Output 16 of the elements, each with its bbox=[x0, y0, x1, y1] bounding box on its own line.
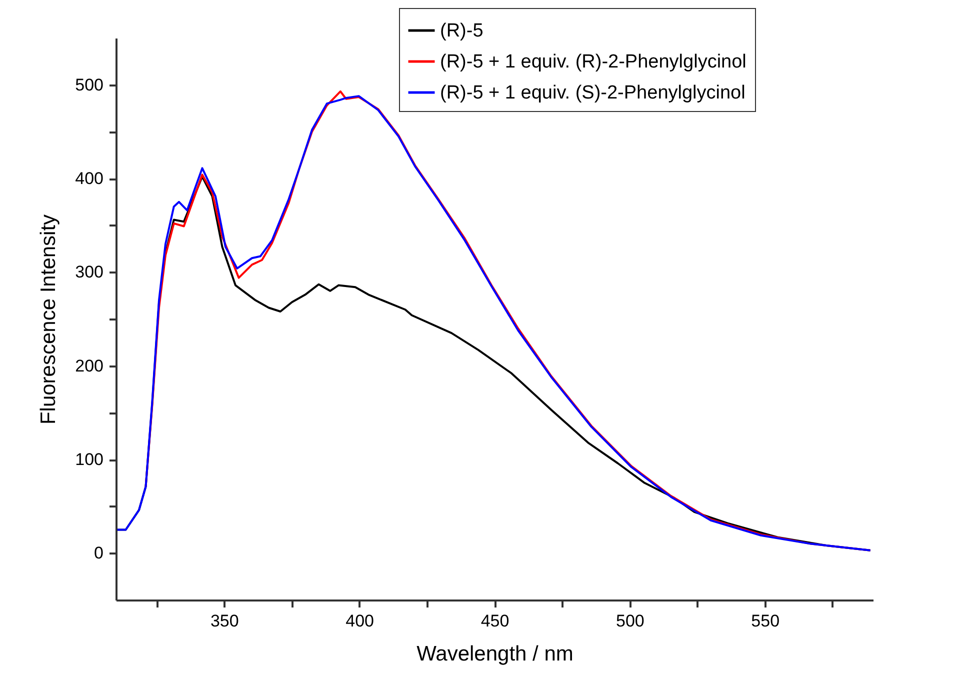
legend-label: (R)-5 bbox=[440, 20, 484, 42]
y-tick-label: 300 bbox=[75, 262, 104, 282]
y-tick-label: 0 bbox=[94, 544, 104, 563]
x-tick-label: 550 bbox=[751, 612, 780, 630]
legend-label: (R)-5 + 1 equiv. (R)-2-Phenylglycinol bbox=[440, 52, 746, 72]
x-axis-title: Wavelength / nm bbox=[416, 642, 574, 666]
y-tick-label: 500 bbox=[75, 75, 104, 94]
y-tick-label: 200 bbox=[75, 356, 104, 376]
legend-label: (R)-5 + 1 equiv. (S)-2-Phenylglycinol bbox=[440, 82, 746, 104]
x-tick-label: 500 bbox=[616, 612, 644, 630]
y-tick-label: 400 bbox=[75, 169, 104, 188]
y-tick-label: 100 bbox=[75, 450, 104, 469]
y-axis-title: Fluorescence Intensity bbox=[37, 214, 60, 425]
x-tick-label: 400 bbox=[346, 612, 374, 630]
x-tick-label: 450 bbox=[480, 612, 510, 630]
x-tick-label: 350 bbox=[210, 612, 239, 630]
